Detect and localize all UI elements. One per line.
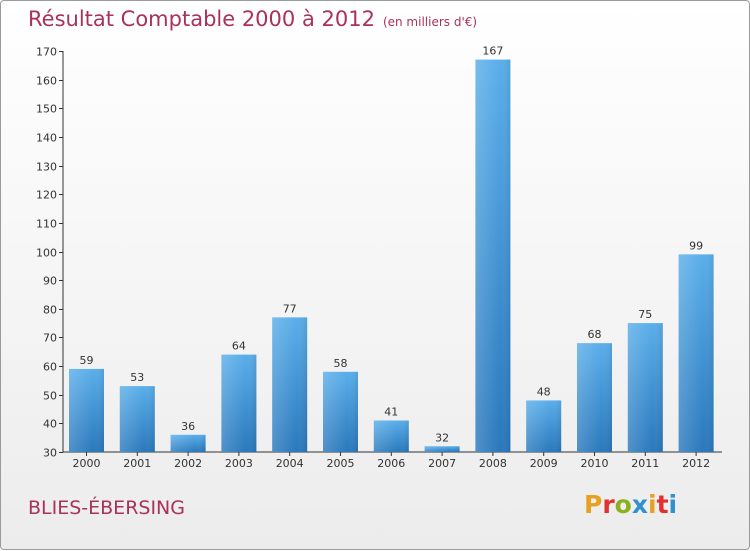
- bar-shade: [221, 354, 257, 452]
- x-tick-label: 2010: [581, 457, 609, 470]
- logo-letter: i: [648, 490, 657, 519]
- bar-shade: [577, 343, 612, 452]
- logo-letter: i: [668, 490, 678, 519]
- value-label: 59: [80, 354, 94, 367]
- x-tick-label: 2011: [631, 457, 659, 470]
- proxiti-logo[interactable]: Proxiti: [584, 490, 677, 519]
- bar-shade: [119, 386, 155, 452]
- bar-shade: [69, 368, 104, 452]
- chart-axes: 30 40 50 60 70 80 90 100 110 120 130 140 150 160 170: [36, 46, 722, 460]
- y-tick-label: 100: [36, 247, 57, 260]
- y-tick-label: 40: [43, 418, 57, 431]
- x-tick-label: 2008: [479, 457, 507, 470]
- x-tick-label: 2000: [73, 457, 101, 470]
- chart-title-text: Résultat Comptable 2000 à 2012: [28, 7, 375, 31]
- bar-shade: [627, 323, 663, 452]
- commune-name: BLIES-ÉBERSING: [28, 497, 185, 519]
- y-tick-label: 110: [36, 218, 57, 231]
- chart-labels: 59 2000 53 2001 36 2002 64 2003 77 2004 58 2005 41 20…: [73, 45, 711, 470]
- value-label: 68: [588, 328, 602, 341]
- y-tick-label: 80: [43, 304, 57, 317]
- bar-shade: [526, 400, 562, 452]
- value-label: 75: [638, 308, 652, 321]
- logo-letter: r: [602, 490, 615, 519]
- y-tick-label: 70: [43, 332, 57, 345]
- y-tick-label: 30: [43, 447, 57, 460]
- bar-shade: [272, 317, 308, 452]
- logo-letter: o: [614, 490, 632, 519]
- x-tick-label: 2003: [225, 457, 253, 470]
- y-tick-label: 130: [36, 161, 57, 174]
- chart-bars: [69, 59, 714, 452]
- value-label: 32: [435, 431, 449, 444]
- bar-shade: [323, 371, 358, 452]
- value-label: 64: [232, 340, 246, 353]
- chart-title: Résultat Comptable 2000 à 2012 (en millie…: [28, 7, 477, 31]
- y-tick-label: 150: [36, 103, 57, 116]
- bar-shade: [424, 446, 460, 452]
- logo-letter: t: [656, 490, 669, 519]
- value-label: 77: [283, 302, 297, 315]
- logo-letter: x: [631, 490, 648, 519]
- x-tick-label: 2009: [530, 457, 558, 470]
- bar-shade: [475, 59, 511, 452]
- x-tick-label: 2012: [682, 457, 710, 470]
- y-tick-label: 160: [36, 75, 57, 88]
- x-tick-label: 2004: [276, 457, 304, 470]
- x-tick-label: 2001: [123, 457, 151, 470]
- value-label: 58: [334, 357, 348, 370]
- y-tick-label: 120: [36, 189, 57, 202]
- logo-letter: P: [584, 490, 603, 519]
- value-label: 48: [537, 385, 551, 398]
- value-label: 53: [130, 371, 144, 384]
- value-label: 167: [482, 45, 503, 58]
- bar-shade: [678, 254, 714, 452]
- value-label: 99: [689, 239, 703, 252]
- bar-shade: [373, 420, 409, 452]
- x-tick-label: 2006: [377, 457, 405, 470]
- y-tick-label: 60: [43, 361, 57, 374]
- y-tick-label: 170: [36, 46, 57, 59]
- x-tick-label: 2005: [327, 457, 355, 470]
- chart-subtitle: (en milliers d'€): [382, 15, 478, 29]
- y-tick-label: 50: [43, 390, 57, 403]
- value-label: 41: [384, 405, 398, 418]
- y-tick-label: 140: [36, 132, 57, 145]
- x-tick-label: 2007: [428, 457, 456, 470]
- x-tick-label: 2002: [174, 457, 202, 470]
- y-tick-label: 90: [43, 275, 57, 288]
- bar-shade: [170, 434, 206, 452]
- value-label: 36: [181, 420, 195, 433]
